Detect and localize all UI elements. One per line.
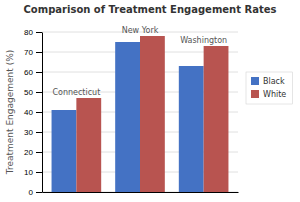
y-tick: 20 bbox=[24, 148, 42, 157]
y-tick-mark bbox=[36, 132, 42, 133]
y-tick: 40 bbox=[24, 108, 42, 117]
plot-area: 0 10 20 30 40 50 60 70 80 Connecticut New York Wash… bbox=[24, 26, 238, 197]
bar-series bbox=[52, 42, 204, 192]
y-tick: 50 bbox=[24, 88, 42, 97]
bar bbox=[140, 36, 165, 192]
y-axis: 0 10 20 30 40 50 60 70 80 bbox=[24, 28, 42, 197]
bar bbox=[76, 98, 101, 192]
legend-item: White bbox=[251, 90, 286, 99]
y-tick: 60 bbox=[24, 68, 42, 77]
y-tick-mark bbox=[36, 52, 42, 53]
group-label: Washington bbox=[180, 36, 227, 45]
y-tick-mark bbox=[36, 92, 42, 93]
chart-svg: 0 10 20 30 40 50 60 70 80 Connecticut New York Wash… bbox=[0, 0, 300, 202]
y-tick-label: 10 bbox=[24, 168, 33, 177]
bar-series bbox=[76, 36, 228, 192]
legend-label: White bbox=[263, 90, 286, 99]
y-tick-label: 80 bbox=[24, 28, 33, 37]
group-label: Connecticut bbox=[52, 88, 100, 97]
legend-swatch bbox=[251, 77, 259, 85]
legend-item: Black bbox=[251, 77, 285, 86]
legend-swatch bbox=[251, 90, 259, 98]
y-axis-line bbox=[42, 33, 43, 193]
y-tick-label: 50 bbox=[24, 88, 33, 97]
bar bbox=[179, 66, 204, 192]
y-tick-label: 70 bbox=[24, 48, 33, 57]
grid bbox=[42, 32, 238, 192]
y-tick-mark bbox=[36, 32, 42, 33]
x-axis-line bbox=[43, 192, 239, 193]
y-tick-label: 20 bbox=[24, 148, 33, 157]
y-tick: 70 bbox=[24, 48, 42, 57]
legend-label: Black bbox=[263, 77, 285, 86]
y-tick: 0 bbox=[29, 188, 42, 197]
y-tick-label: 60 bbox=[24, 68, 33, 77]
y-tick-label: 0 bbox=[29, 188, 34, 197]
y-tick: 80 bbox=[24, 28, 42, 37]
chart-container: 0 10 20 30 40 50 60 70 80 Connecticut New York Wash… bbox=[0, 0, 300, 202]
title: Comparison of Treatment Engagement Rates bbox=[24, 4, 277, 15]
group-labels: Connecticut New York Washington bbox=[52, 26, 227, 97]
y-tick-label: 30 bbox=[24, 128, 33, 137]
bar bbox=[115, 42, 140, 192]
legend: Black White bbox=[246, 72, 292, 104]
y-tick-mark bbox=[36, 112, 42, 113]
legend-frame bbox=[246, 72, 292, 104]
y-tick-mark bbox=[36, 72, 42, 73]
y-tick: 10 bbox=[24, 168, 42, 177]
group-label: New York bbox=[122, 26, 159, 35]
y-tick-mark bbox=[36, 192, 42, 193]
bar bbox=[52, 110, 77, 192]
bars bbox=[52, 36, 229, 192]
y-tick: 30 bbox=[24, 128, 42, 137]
bar bbox=[204, 46, 229, 192]
y-axis-title: Treatment Engagement (%) bbox=[5, 50, 15, 176]
y-tick-mark bbox=[36, 152, 42, 153]
y-tick-label: 40 bbox=[24, 108, 33, 117]
y-tick-mark bbox=[36, 172, 42, 173]
x-axis bbox=[43, 192, 239, 193]
